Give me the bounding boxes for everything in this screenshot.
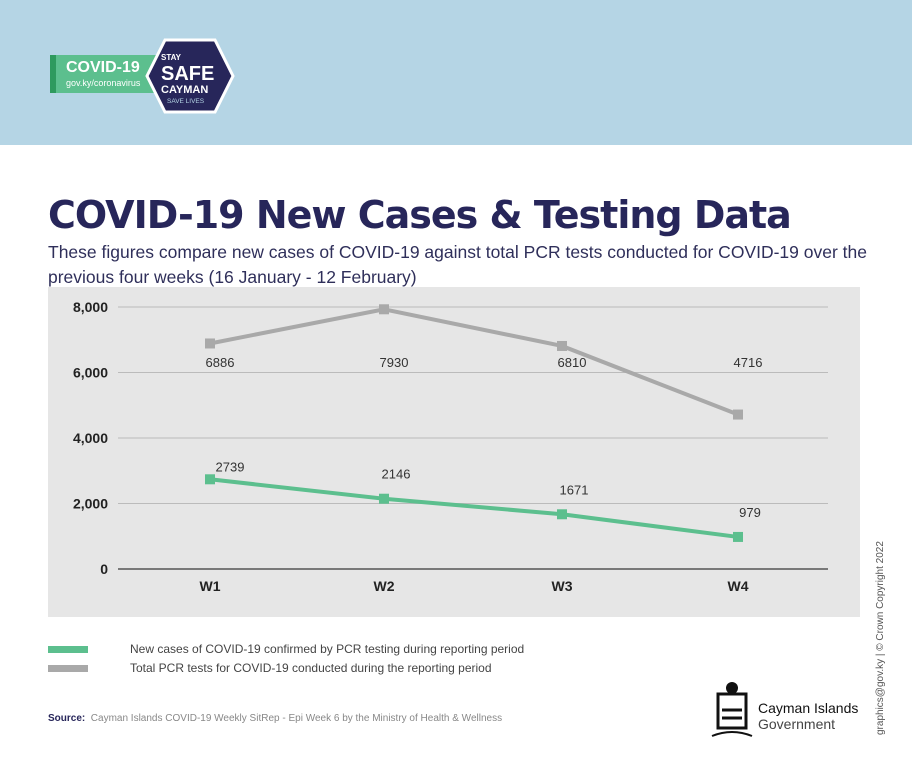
data-label: 2146 (382, 467, 411, 482)
legend-item-cases: New cases of COVID-19 confirmed by PCR t… (48, 642, 524, 656)
x-tick-label: W3 (552, 578, 573, 594)
y-tick-label: 6,000 (73, 365, 108, 381)
data-point (557, 340, 567, 351)
badge-title: COVID-19 (66, 59, 140, 76)
svg-text:SAFE: SAFE (161, 63, 214, 85)
data-point (733, 531, 743, 542)
badge-url: gov.ky/coronavirus (66, 78, 141, 88)
data-label: 979 (739, 505, 761, 520)
legend-item-tests: Total PCR tests for COVID-19 conducted d… (48, 661, 492, 675)
data-point (205, 474, 215, 485)
coat-of-arms-icon (711, 682, 753, 737)
series-line (209, 477, 739, 539)
data-label: 6810 (558, 355, 587, 370)
y-tick-label: 8,000 (73, 299, 108, 315)
government-logo: Cayman Islands Government (710, 680, 858, 745)
svg-text:SAVE LIVES: SAVE LIVES (167, 98, 205, 105)
page-title: COVID-19 New Cases & Testing Data (48, 193, 792, 237)
data-point (379, 304, 389, 315)
series-line (209, 307, 739, 417)
copyright: graphics@gov.ky | © Crown Copyright 2022 (875, 541, 886, 735)
data-point (733, 409, 743, 420)
data-label: 7930 (380, 355, 409, 370)
data-label: 4716 (734, 355, 763, 370)
data-label: 1671 (560, 482, 589, 497)
x-tick-label: W1 (200, 578, 221, 594)
svg-text:CAYMAN: CAYMAN (161, 84, 208, 96)
legend-swatch (48, 665, 88, 673)
stay-safe-logo: STAY SAFE CAYMAN SAVE LIVES (145, 38, 235, 114)
data-label: 2739 (216, 459, 245, 474)
data-point (205, 338, 215, 349)
subtitle: These figures compare new cases of COVID… (48, 242, 867, 287)
y-tick-label: 4,000 (73, 430, 108, 446)
svg-text:STAY: STAY (161, 53, 182, 62)
x-tick-label: W4 (728, 578, 749, 594)
x-tick-label: W2 (374, 578, 395, 594)
legend-swatch (48, 646, 88, 654)
line-chart: 0 2,000 4,000 6,000 8,000 W1 W2 W3 W4 2739 2146 167… (48, 287, 860, 617)
data-point (379, 493, 389, 504)
source-note: Source: Cayman Islands COVID-19 Weekly S… (48, 713, 503, 724)
y-tick-label: 0 (100, 561, 108, 577)
data-point (557, 509, 567, 520)
y-tick-label: 2,000 (73, 496, 108, 512)
data-label: 6886 (206, 355, 235, 370)
plot-background (48, 287, 860, 617)
